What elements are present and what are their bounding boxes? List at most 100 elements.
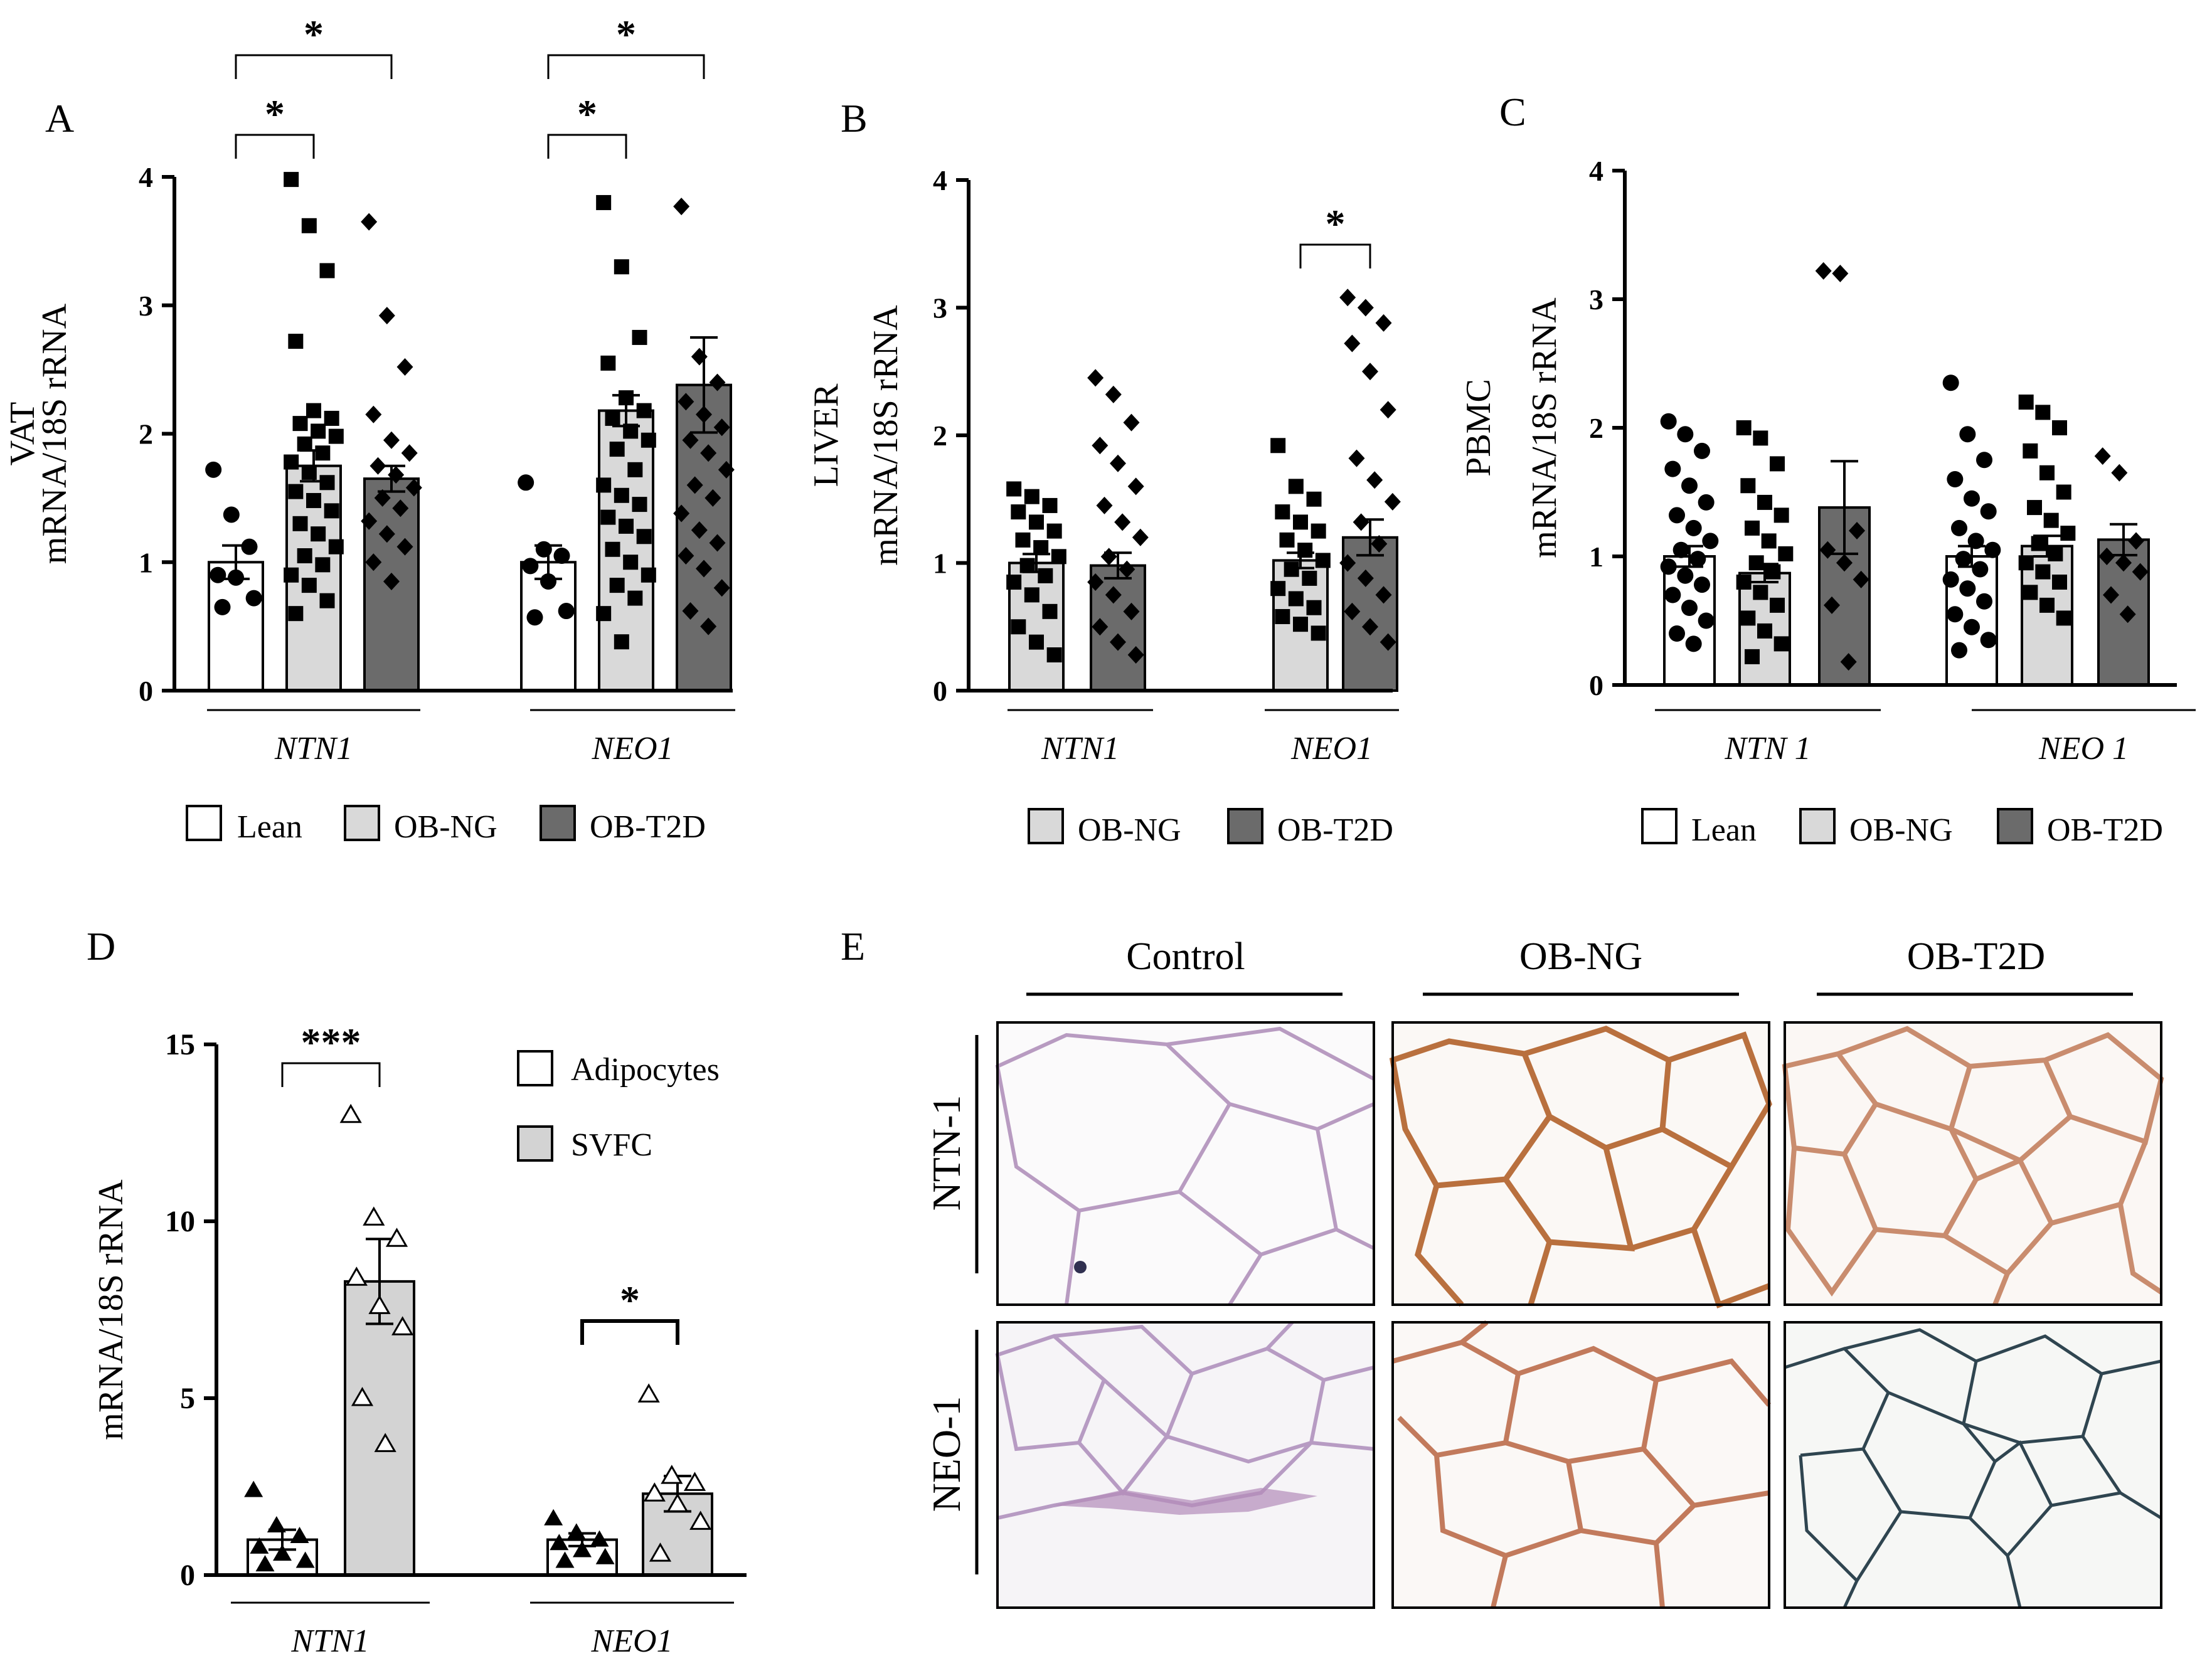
data-point [401, 444, 418, 462]
data-point [315, 445, 331, 461]
data-point [1284, 561, 1299, 577]
data-point [2052, 420, 2067, 435]
data-point [284, 454, 299, 470]
significance-bracket [580, 1319, 679, 1345]
data-point [1964, 618, 1980, 635]
y-tick-label: 1 [1589, 541, 1603, 573]
significance-bracket [235, 134, 315, 159]
data-point [1123, 602, 1140, 620]
data-point [1293, 514, 1308, 530]
data-point [614, 634, 629, 650]
data-point [306, 403, 321, 418]
panel-letter-b: B [841, 96, 868, 141]
panel-letter-c: C [1499, 90, 1526, 134]
y-axis-label-tissue: PBMC [1459, 379, 1498, 477]
data-point [290, 1526, 309, 1543]
data-point [619, 390, 634, 406]
data-point [1353, 513, 1369, 531]
data-point [2056, 484, 2071, 500]
data-point [540, 573, 556, 590]
data-point [1288, 591, 1304, 607]
data-point [596, 606, 612, 622]
data-point [682, 602, 699, 620]
data-point [2035, 564, 2051, 580]
y-tick-label: 15 [165, 1028, 195, 1061]
data-point [1127, 477, 1144, 496]
data-point [1955, 551, 1972, 568]
data-point [250, 1537, 269, 1554]
data-point [673, 198, 690, 216]
significance-bracket [235, 54, 393, 79]
data-point [566, 1523, 586, 1540]
micrograph-neo1-ob-ng [1391, 1320, 1772, 1609]
data-point [2027, 500, 2042, 516]
data-point [2103, 586, 2119, 604]
data-point [643, 1482, 666, 1502]
data-point [1042, 497, 1058, 513]
chart-pbmc: 0 1 2 3 4 PBMC mRNA/18S rRNA NTN 1 NEO 1 [1459, 155, 2196, 767]
data-point [374, 1433, 396, 1452]
data-point [1024, 587, 1040, 603]
data-point [1339, 554, 1356, 572]
data-point [306, 492, 321, 508]
data-point [535, 541, 552, 558]
data-point [1959, 580, 1976, 597]
data-point [709, 534, 726, 552]
data-point [351, 1386, 374, 1406]
legend-swatch-lean [1641, 808, 1678, 844]
data-point [2039, 465, 2055, 480]
data-point [1773, 636, 1789, 652]
data-point [328, 539, 344, 555]
y-axis-label-tissue: VAT [3, 402, 42, 466]
data-point [1380, 633, 1396, 651]
y-axis-label: mRNA/18S rRNA [1525, 297, 1564, 558]
data-point [297, 548, 312, 564]
data-point [1740, 478, 1756, 494]
data-point [1740, 610, 1756, 626]
data-point [1669, 507, 1685, 524]
data-point [553, 548, 570, 565]
data-point [1976, 593, 1992, 610]
y-tick-label: 3 [933, 292, 947, 324]
data-point [1348, 449, 1365, 467]
legend-label-adipocytes: Adipocytes [571, 1052, 720, 1088]
data-point [2098, 548, 2115, 565]
data-point [1736, 575, 1752, 590]
legend-swatch-adipocytes [517, 1050, 553, 1086]
data-point [311, 526, 326, 542]
data-point [1046, 647, 1062, 663]
data-point [1770, 456, 1785, 472]
data-point [713, 418, 730, 437]
data-point [319, 263, 335, 279]
y-tick-label: 2 [139, 418, 153, 450]
data-point [686, 476, 703, 494]
legend-label-ob-ng: OB-NG [1078, 812, 1181, 848]
legend-swatch-ob-t2d [1997, 808, 2033, 844]
data-point [1366, 471, 1383, 489]
data-point [1306, 600, 1322, 615]
data-point [678, 393, 694, 411]
data-point [391, 1316, 414, 1335]
group-label: NTN 1 [1724, 731, 1811, 767]
data-point [1051, 549, 1066, 565]
data-point [2115, 554, 2132, 572]
significance-label: * [616, 12, 636, 56]
data-point [378, 307, 395, 325]
data-point [595, 1547, 615, 1564]
y-axis-label-tissue: LIVER [807, 383, 846, 487]
data-point [1011, 504, 1026, 520]
data-point [2023, 585, 2038, 600]
y-tick-label: 1 [139, 546, 153, 578]
data-point [661, 1465, 683, 1484]
data-point [363, 1206, 385, 1226]
data-point [1819, 541, 1836, 559]
group-label: NEO1 [591, 1623, 673, 1659]
data-point [1753, 430, 1768, 446]
data-point [2052, 575, 2067, 590]
data-point [632, 329, 647, 345]
data-point [1947, 471, 1964, 487]
data-point [691, 348, 708, 366]
data-point [596, 194, 612, 210]
data-point [370, 457, 386, 475]
data-point [244, 1480, 263, 1497]
